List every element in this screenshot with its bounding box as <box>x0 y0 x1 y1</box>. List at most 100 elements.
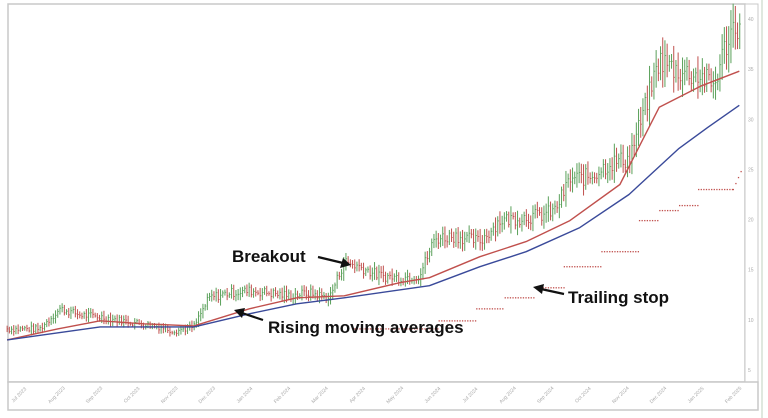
trailing-stop-dot <box>525 297 527 299</box>
trailing-stop-dot <box>398 328 400 330</box>
trailing-stop-dot <box>408 328 411 330</box>
annotation-text: Breakout <box>232 247 306 266</box>
x-axis-strip <box>7 381 759 411</box>
trailing-stop-dot <box>451 320 453 322</box>
trailing-stop-dot <box>361 328 364 330</box>
trailing-stop-dot <box>443 320 446 322</box>
trailing-stop-dot <box>431 328 434 330</box>
trailing-stop-dot <box>724 188 726 191</box>
trailing-stop-dot <box>491 308 494 310</box>
trailing-stop-dot <box>659 209 661 212</box>
trailing-stop-dot <box>474 320 477 322</box>
trailing-stop-dot <box>437 328 439 330</box>
y-tick-label: 35 <box>748 67 754 73</box>
trailing-stop-dot <box>678 204 681 207</box>
indicator-lines <box>6 70 742 341</box>
trailing-stop-dot <box>509 297 512 299</box>
trailing-stop-dot <box>446 320 448 322</box>
trailing-stop-dot <box>729 188 731 191</box>
trailing-stop-dot <box>359 328 361 330</box>
trailing-stop-dot <box>377 328 379 330</box>
trailing-stop-dot <box>664 209 666 212</box>
annotation-trailing-stop: Trailing stop <box>533 284 669 307</box>
trailing-stop-dot <box>571 266 573 268</box>
trailing-stop-dot <box>448 320 451 322</box>
arrow-line <box>241 311 264 322</box>
y-axis-strip <box>744 3 759 383</box>
trailing-stop-dot <box>563 266 566 268</box>
trailing-stop-dot <box>390 328 392 330</box>
price-bars <box>6 3 741 337</box>
trailing-stop-dot <box>731 188 734 191</box>
trailing-stop-dot <box>705 188 708 191</box>
trailing-stop-dot <box>421 328 424 330</box>
trailing-stop-dot <box>489 308 491 310</box>
trailing-stop-dot <box>616 251 619 253</box>
trailing-stop-dot <box>651 219 654 222</box>
trailing-stop-dot <box>609 251 611 253</box>
trailing-stop-dot <box>624 251 627 253</box>
trailing-stop-dot <box>393 328 395 330</box>
trailing-stop-dot <box>627 251 629 253</box>
trailing-stop-dot <box>708 188 710 191</box>
trailing-stop-dot <box>644 219 646 222</box>
trailing-stop-dot <box>469 320 472 322</box>
trailing-stop-dot <box>694 204 696 207</box>
trailing-stop-dot <box>459 320 461 322</box>
trailing-stop-dot <box>476 308 478 310</box>
trailing-stop-dot <box>606 251 608 253</box>
trailing-stop-dot <box>635 251 637 253</box>
trailing-stop-dot <box>691 204 694 207</box>
short-moving-average-line <box>6 70 740 341</box>
trailing-stop-dot <box>494 308 496 310</box>
trailing-stop-dot <box>411 328 413 330</box>
trailing-stop-dot <box>681 204 683 207</box>
trailing-stop-dot <box>426 328 429 330</box>
trailing-stop-dot <box>581 266 584 268</box>
trailing-stop-dot <box>438 320 440 322</box>
trailing-stop-dot <box>568 266 571 268</box>
trailing-stop-dot <box>584 266 586 268</box>
trailing-stop-dot <box>563 287 565 289</box>
trailing-stop-dot <box>732 188 734 191</box>
plot-area <box>7 3 746 383</box>
trailing-stop-dot <box>424 328 426 330</box>
trailing-stop-dot <box>369 328 372 330</box>
trailing-stop-dot <box>566 266 568 268</box>
trailing-stop-dot <box>677 209 679 212</box>
arrow-line <box>317 255 344 265</box>
y-tick-label: 10 <box>748 318 754 324</box>
trailing-stop-dot <box>385 328 387 330</box>
trailing-stop-dot <box>560 287 563 289</box>
annotation-rising-moving-averages: Rising moving averages <box>234 308 464 337</box>
trailing-stop-dot <box>400 328 403 330</box>
trailing-stop-dot <box>504 297 506 299</box>
trailing-stop-dot <box>737 176 740 179</box>
y-tick-label: 5 <box>748 368 751 374</box>
trailing-stop-dot <box>416 328 418 330</box>
trailing-stop-dot <box>594 266 597 268</box>
trailing-stop-dot <box>592 266 594 268</box>
trailing-stop-dot <box>576 266 579 268</box>
trailing-stop-dot <box>740 170 742 173</box>
y-tick-label: 40 <box>748 17 754 23</box>
y-axis-ticks: 5 10 15 20 25 30 35 40 <box>748 17 754 374</box>
trailing-stop-dot <box>522 297 525 299</box>
trailing-stop-dot <box>483 308 486 310</box>
long-moving-average-line <box>7 104 740 341</box>
trailing-stop-dot <box>669 209 671 212</box>
trailing-stop-dot <box>387 328 390 330</box>
trailing-stop-dot <box>661 209 664 212</box>
trailing-stop-dot <box>356 328 359 330</box>
trailing-stop-dot <box>718 188 721 191</box>
trailing-stop-dot <box>502 308 504 310</box>
trailing-stop-dot <box>429 328 431 330</box>
y-tick-label: 25 <box>748 167 754 173</box>
trailing-stop-dot <box>649 219 651 222</box>
trailing-stop-dot <box>622 251 624 253</box>
trailing-stop-dot <box>514 297 517 299</box>
trailing-stop-dot <box>611 251 614 253</box>
annotation-text: Trailing stop <box>568 288 669 307</box>
trailing-stop-dot <box>597 266 599 268</box>
